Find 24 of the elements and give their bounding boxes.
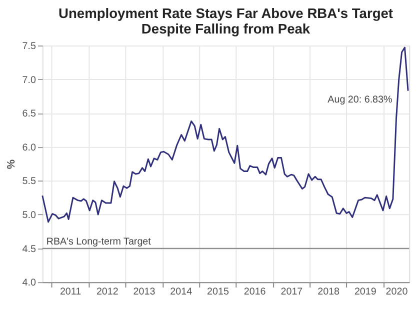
y-tick-label: 7.5	[22, 40, 37, 52]
y-tick-label: 4.5	[22, 244, 37, 255]
x-tick-label: 2017	[280, 286, 303, 298]
y-tick-label: 5.5	[22, 176, 37, 188]
text: Unemployment Rate Stays Far Above RBA's Target	[58, 6, 394, 21]
x-tick-label: 2020	[386, 286, 408, 298]
x-tick-label: 2019	[354, 286, 377, 298]
y-tick-label: 4.0	[22, 278, 37, 289]
x-tick-label: 2016	[244, 286, 266, 298]
annotation: Aug 20: 6.83%	[328, 94, 393, 106]
y-axis-title: %	[5, 159, 18, 170]
line-series	[42, 46, 409, 223]
x-tick-label: 2013	[133, 286, 156, 298]
text: Despite Falling from Peak	[141, 22, 310, 37]
x-tick-label: 2011	[60, 286, 82, 298]
ref-line-label: RBA's Long-term Target	[46, 236, 152, 248]
x-tick-label: 2014	[170, 286, 193, 298]
y-tick-label: 6.0	[22, 142, 37, 154]
x-tick-label: 2018	[318, 286, 340, 298]
x-tick-label: 2015	[207, 286, 230, 298]
y-tick-label: 5.0	[22, 210, 37, 221]
x-tick-label: 2012	[96, 286, 118, 298]
y-tick-label: 7.0	[22, 74, 37, 86]
y-tick-label: 6.5	[22, 108, 37, 120]
